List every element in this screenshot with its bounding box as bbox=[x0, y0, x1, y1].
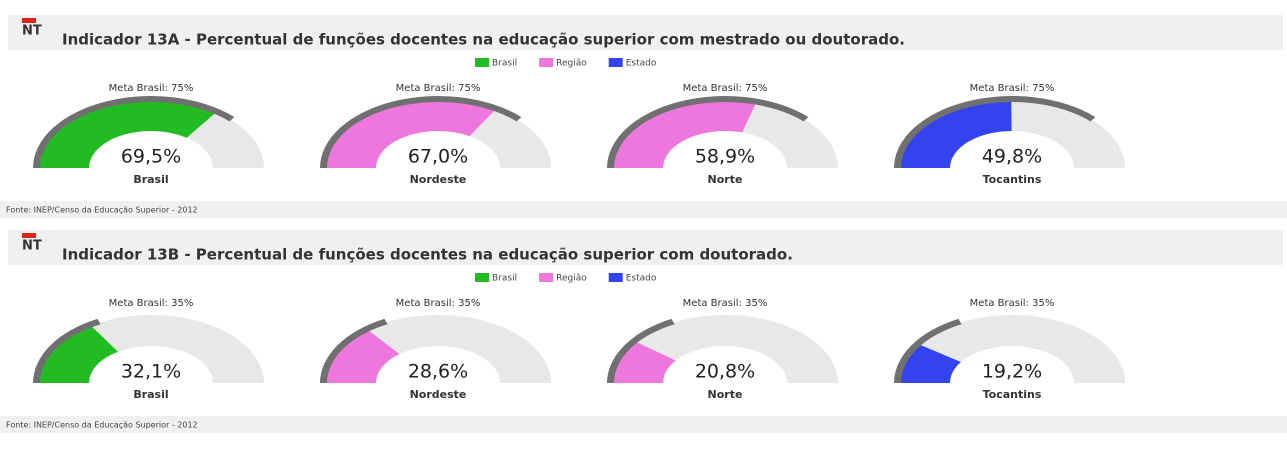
target-label: Meta Brasil: 35% bbox=[396, 298, 481, 309]
value-label: 49,8% bbox=[982, 146, 1042, 168]
target-label: Meta Brasil: 35% bbox=[109, 298, 194, 309]
category-label: Tocantins bbox=[983, 388, 1042, 401]
target-label: Meta Brasil: 75% bbox=[396, 83, 481, 94]
icon-flag bbox=[22, 233, 36, 238]
panel-title: Indicador 13A - Percentual de funções do… bbox=[62, 31, 905, 49]
legend-label: Brasil bbox=[492, 59, 517, 69]
category-label: Nordeste bbox=[410, 173, 467, 186]
target-label: Meta Brasil: 35% bbox=[683, 298, 768, 309]
gauge-value bbox=[325, 100, 496, 168]
category-label: Brasil bbox=[133, 173, 168, 186]
target-arc bbox=[894, 96, 1096, 168]
legend-swatch bbox=[475, 273, 489, 282]
legend-swatch bbox=[608, 273, 623, 282]
value-label: 58,9% bbox=[695, 146, 755, 168]
value-label: 67,0% bbox=[408, 146, 468, 168]
panel-title: Indicador 13B - Percentual de funções do… bbox=[62, 246, 793, 264]
gauge-value bbox=[38, 100, 216, 168]
icon: NT bbox=[22, 239, 42, 254]
icon-flag bbox=[22, 18, 36, 23]
category-label: Tocantins bbox=[983, 173, 1042, 186]
legend-label: Brasil bbox=[492, 274, 517, 284]
legend-label: Região bbox=[556, 274, 587, 284]
value-label: 20,8% bbox=[695, 361, 755, 383]
value-label: 32,1% bbox=[121, 361, 181, 383]
category-label: Norte bbox=[708, 388, 743, 401]
source: Fonte: INEP/Censo da Educação Superior -… bbox=[6, 206, 198, 215]
category-label: Nordeste bbox=[410, 388, 467, 401]
value-label: 69,5% bbox=[121, 146, 181, 168]
source: Fonte: INEP/Censo da Educação Superior -… bbox=[6, 421, 198, 430]
target-arc bbox=[607, 96, 809, 168]
legend-label: Estado bbox=[626, 59, 657, 69]
gauge-value bbox=[899, 344, 961, 383]
category-label: Norte bbox=[708, 173, 743, 186]
legend-swatch bbox=[608, 58, 623, 67]
icon: NT bbox=[22, 24, 42, 39]
gauge-value bbox=[38, 325, 118, 383]
value-label: 19,2% bbox=[982, 361, 1042, 383]
category-label: Brasil bbox=[133, 388, 168, 401]
legend-label: Estado bbox=[626, 274, 657, 284]
legend-swatch bbox=[539, 273, 554, 282]
panel-footer bbox=[0, 201, 1287, 218]
target-arc bbox=[320, 318, 388, 383]
target-arc bbox=[320, 96, 522, 168]
value-label: 28,6% bbox=[408, 361, 468, 383]
target-label: Meta Brasil: 35% bbox=[970, 298, 1055, 309]
panel-header bbox=[8, 230, 1283, 265]
target-label: Meta Brasil: 75% bbox=[109, 83, 194, 94]
panel-footer bbox=[0, 416, 1287, 433]
gauge-value bbox=[899, 100, 1012, 168]
gauge-value bbox=[612, 100, 757, 168]
target-arc bbox=[607, 318, 675, 383]
gauge-value bbox=[325, 329, 400, 383]
target-arc bbox=[33, 96, 235, 168]
legend-swatch bbox=[539, 58, 554, 67]
target-label: Meta Brasil: 75% bbox=[970, 83, 1055, 94]
panel-header bbox=[8, 15, 1283, 50]
target-arc bbox=[33, 318, 101, 383]
gauge-value bbox=[612, 341, 676, 383]
legend-label: Região bbox=[556, 59, 587, 69]
target-label: Meta Brasil: 75% bbox=[683, 83, 768, 94]
target-arc bbox=[894, 318, 962, 383]
legend-swatch bbox=[475, 58, 489, 67]
